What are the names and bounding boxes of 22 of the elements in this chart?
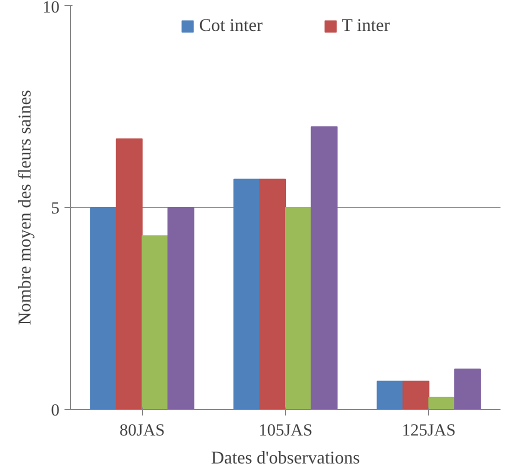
bar — [454, 368, 481, 410]
bar — [90, 207, 117, 410]
bar — [233, 178, 260, 410]
bar — [310, 126, 338, 410]
bar — [428, 396, 456, 410]
bar — [259, 178, 286, 410]
bar — [142, 235, 168, 410]
x-tick-label: 80JAS — [119, 420, 165, 440]
x-axis-title: Dates d'observations — [211, 448, 360, 468]
bar — [376, 380, 404, 410]
x-tick-label: 105JAS — [258, 420, 312, 440]
bar — [402, 380, 430, 410]
bar — [167, 207, 194, 410]
y-tick-label: 5 — [51, 198, 60, 218]
bar — [116, 138, 143, 410]
y-tick-label: 0 — [51, 400, 60, 420]
y-tick-label: 10 — [42, 0, 60, 16]
legend-label: Cot inter — [199, 15, 263, 36]
legend-label: T inter — [342, 15, 390, 36]
bar — [285, 207, 312, 410]
x-tick-label: 125JAS — [402, 420, 456, 440]
y-axis-title: Nombre moyen des fleurs saines — [14, 90, 34, 325]
